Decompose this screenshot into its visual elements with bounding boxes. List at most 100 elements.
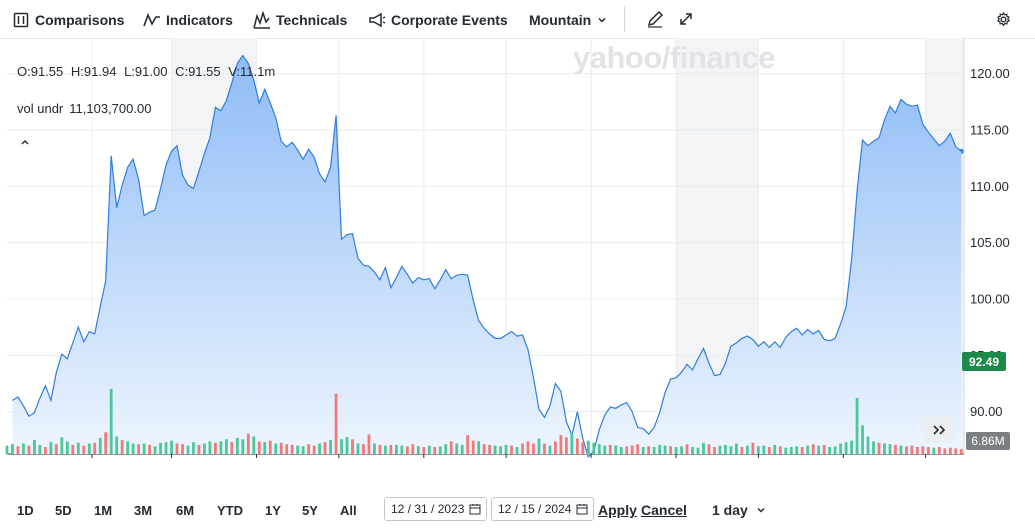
corporate-events-label: Corporate Events [391, 12, 508, 28]
y-axis: 120.00115.00110.00105.00100.0095.0090.00… [963, 38, 1010, 454]
volume-bar [49, 442, 53, 454]
technicals-button[interactable]: Technicals [253, 9, 347, 31]
end-date-input[interactable]: 12 / 15 / 2024 [491, 497, 594, 521]
volume-bar [394, 444, 398, 454]
range-all-button[interactable]: All [340, 503, 357, 518]
yahoo-finance-watermark: yahoo/finance [573, 40, 775, 75]
range-5y-button[interactable]: 5Y [302, 503, 318, 518]
open-value: O:91.55 [17, 64, 64, 79]
volume-bar [669, 446, 672, 454]
range-6m-button[interactable]: 6M [176, 503, 195, 518]
start-date-input[interactable]: 12 / 31 / 2023 [384, 497, 487, 521]
volume-bar [839, 443, 843, 454]
low-value: L:91.00 [124, 64, 168, 79]
volume-bar [230, 442, 234, 454]
volume-bar [861, 425, 864, 454]
volume-bar [416, 446, 420, 454]
volume-bar [504, 444, 508, 454]
volume-bar [373, 443, 376, 454]
volume-bar [888, 444, 892, 454]
apply-button[interactable]: Apply [598, 502, 637, 518]
volume-bar [872, 441, 875, 454]
range-3m-button[interactable]: 3M [134, 503, 153, 518]
cancel-button[interactable]: Cancel [641, 502, 687, 518]
volume-bar [789, 447, 793, 454]
volume-bar [806, 445, 810, 454]
volume-bar [537, 438, 541, 454]
volume-bar [323, 442, 327, 454]
volume-bar [850, 440, 853, 454]
end-date-value: 12 / 15 / 2024 [498, 502, 572, 516]
toolbar-divider [624, 6, 625, 32]
range-bar: 1D 5D 1M 3M 6M YTD 1Y 5Y All 12 / 31 / 2… [0, 497, 1035, 527]
volume-bar [877, 442, 881, 454]
range-1y-button[interactable]: 1Y [265, 503, 281, 518]
timezone-dropdown[interactable]: Mountain [529, 9, 607, 31]
collapse-legend-button[interactable] [19, 134, 33, 146]
range-ytd-button[interactable]: YTD [217, 503, 243, 518]
volume-bar [493, 445, 497, 454]
indicators-button[interactable]: Indicators [143, 9, 233, 31]
volume-bar [685, 444, 689, 454]
corporate-events-button[interactable]: Corporate Events [368, 9, 508, 31]
volume-bar [466, 435, 470, 454]
price-line [12, 54, 962, 458]
volume-bar [735, 443, 738, 454]
volume-bar [356, 443, 360, 454]
volume-bar [186, 445, 190, 454]
volume-bar [27, 445, 31, 454]
price-chart[interactable]: 120.00115.00110.00105.00100.0095.0090.00… [0, 38, 1035, 458]
volume-bar [592, 442, 596, 454]
volume-bar [43, 447, 47, 454]
volume-bar [33, 440, 36, 454]
volume-bar [246, 433, 250, 454]
volume-bar [54, 444, 58, 454]
volume-bar [575, 438, 579, 454]
volume-bar [153, 446, 157, 454]
volume-bar [915, 447, 919, 454]
megaphone-icon [368, 11, 386, 29]
volume-bar [619, 447, 623, 454]
scroll-to-latest-button[interactable] [924, 417, 954, 443]
interval-label: 1 day [712, 502, 748, 518]
calendar-icon[interactable] [576, 503, 588, 515]
volume-bar [597, 444, 601, 454]
vol-underlay-value: 11,103,700.00 [69, 101, 152, 116]
current-price-badge: 92.49 [962, 352, 1006, 371]
draw-button[interactable] [645, 9, 665, 29]
y-tick-label: 120.00 [970, 66, 1010, 81]
chevron-down-icon [597, 15, 607, 25]
volume-bar [159, 442, 162, 454]
volume-bar [142, 443, 146, 454]
volume-bar [384, 445, 387, 454]
volume-bar [164, 442, 168, 454]
range-1d-button[interactable]: 1D [17, 503, 34, 518]
volume-bar [844, 442, 848, 454]
settings-button[interactable] [993, 9, 1013, 29]
comparisons-button[interactable]: Comparisons [12, 9, 124, 31]
volume-bar [351, 439, 354, 454]
y-tick-label: 105.00 [970, 235, 1010, 250]
volume-bar [477, 441, 481, 454]
volume-bar [811, 444, 815, 454]
calendar-icon[interactable] [469, 503, 481, 515]
volume-bar [718, 445, 722, 454]
volume-bar [905, 446, 908, 454]
volume-bar [817, 445, 821, 454]
volume-bar [252, 436, 256, 454]
technicals-icon [253, 11, 271, 29]
volume-bar [109, 388, 113, 454]
interval-dropdown[interactable]: 1 day [712, 502, 766, 518]
volume-badge: 6.86M [966, 432, 1010, 450]
volume-bar [696, 447, 700, 454]
range-5d-button[interactable]: 5D [55, 503, 72, 518]
volume-bar [334, 393, 338, 454]
volume-bar [455, 443, 459, 454]
volume-bar [208, 441, 212, 454]
indicators-label: Indicators [166, 12, 233, 28]
technicals-label: Technicals [276, 12, 348, 28]
range-1m-button[interactable]: 1M [94, 503, 113, 518]
volume-bar [405, 446, 409, 454]
fullscreen-button[interactable] [676, 9, 696, 29]
volume-bar [521, 443, 524, 454]
